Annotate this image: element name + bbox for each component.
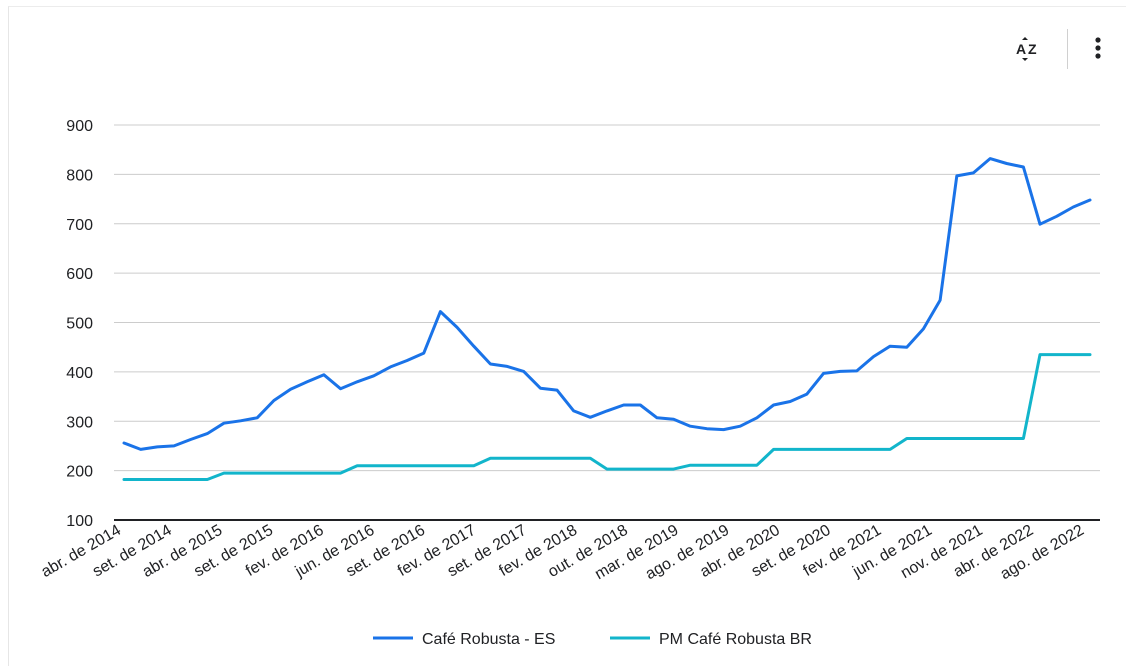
more-vertical-icon — [1095, 37, 1101, 59]
sort-az-icon: A Z — [1016, 37, 1037, 61]
svg-text:Z: Z — [1028, 41, 1037, 57]
chart-toolbar: A Z — [1009, 29, 1108, 69]
y-tick-label: 400 — [66, 365, 93, 382]
y-tick-label: 900 — [66, 118, 93, 135]
legend-label[interactable]: PM Café Robusta BR — [659, 631, 812, 648]
y-tick-label: 500 — [66, 316, 93, 333]
series-line-0[interactable] — [122, 157, 1092, 451]
series-lines — [122, 157, 1092, 481]
y-tick-label: 600 — [66, 266, 93, 283]
y-tick-label: 800 — [66, 167, 93, 184]
more-options-button[interactable] — [1088, 29, 1108, 69]
y-tick-label: 100 — [66, 513, 93, 530]
y-axis-tick-labels: 100 200 300 400 500 600 700 800 900 — [66, 118, 93, 530]
sort-az-button[interactable]: A Z — [1009, 29, 1049, 69]
toolbar-divider — [1067, 29, 1068, 69]
y-tick-label: 200 — [66, 464, 93, 481]
legend-label[interactable]: Café Robusta - ES — [422, 631, 555, 648]
y-tick-label: 700 — [66, 217, 93, 234]
gridlines — [114, 124, 1100, 521]
legend: Café Robusta - ES PM Café Robusta BR — [373, 631, 812, 648]
y-tick-label: 300 — [66, 414, 93, 431]
svg-text:A: A — [1016, 41, 1026, 57]
chart-card: A Z — [8, 6, 1126, 666]
series-line-1[interactable] — [122, 353, 1092, 481]
